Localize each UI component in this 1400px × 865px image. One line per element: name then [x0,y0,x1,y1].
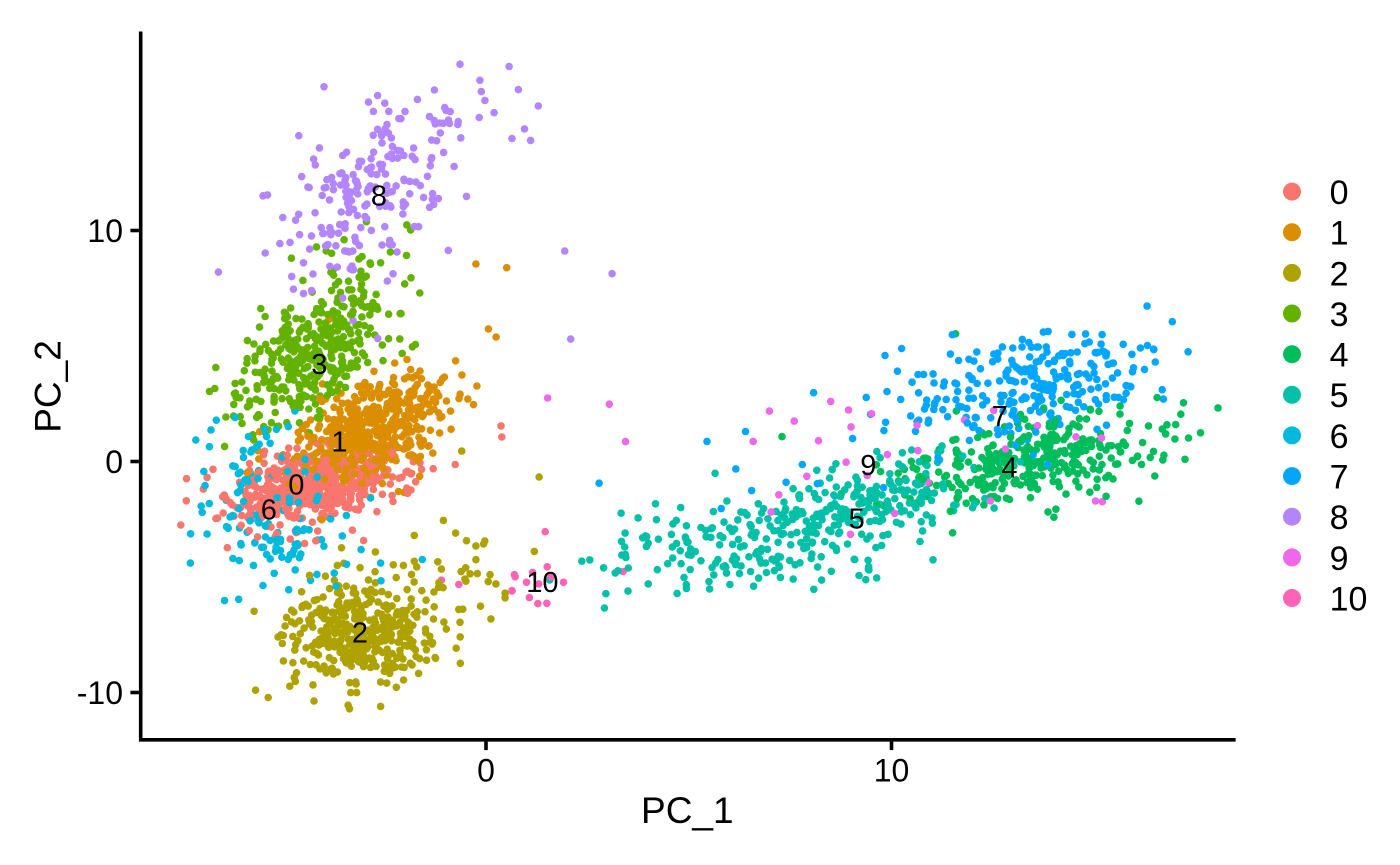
svg-text:0: 0 [288,470,304,502]
svg-text:0: 0 [105,444,123,480]
svg-text:7: 7 [992,401,1008,433]
svg-text:10: 10 [87,213,123,249]
svg-text:7: 7 [1330,459,1349,497]
svg-text:10: 10 [874,753,910,789]
svg-text:4: 4 [1330,337,1349,375]
svg-text:5: 5 [849,504,865,536]
svg-text:10: 10 [526,567,558,599]
svg-text:5: 5 [1330,377,1349,415]
svg-text:8: 8 [371,180,387,212]
svg-text:6: 6 [1330,418,1349,456]
svg-text:3: 3 [311,349,327,381]
svg-text:6: 6 [261,495,277,527]
svg-text:10: 10 [1330,580,1368,618]
svg-text:4: 4 [1001,453,1017,485]
svg-text:1: 1 [1330,215,1349,253]
svg-text:PC_1: PC_1 [641,790,734,831]
svg-text:1: 1 [331,427,347,459]
svg-text:0: 0 [477,753,495,789]
svg-text:2: 2 [1330,255,1349,293]
svg-text:PC_2: PC_2 [28,340,69,433]
svg-text:2: 2 [352,617,368,649]
svg-text:9: 9 [1330,540,1349,578]
svg-text:8: 8 [1330,499,1349,537]
svg-text:3: 3 [1330,296,1349,334]
svg-text:0: 0 [1330,174,1349,212]
svg-text:9: 9 [860,450,876,482]
svg-text:-10: -10 [77,675,123,711]
